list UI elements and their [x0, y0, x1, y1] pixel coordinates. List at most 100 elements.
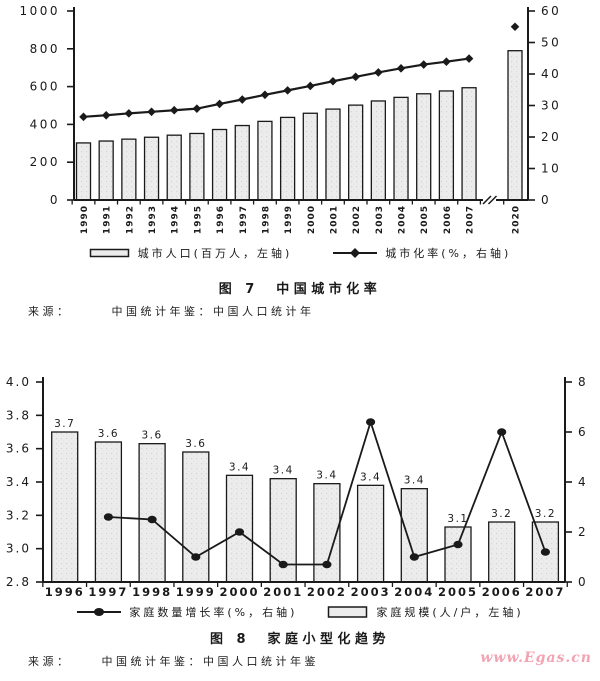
- source-label: 来源：: [28, 305, 72, 318]
- circle-marker: [366, 418, 376, 426]
- diamond-marker: [79, 112, 88, 122]
- x-axis-label: 2002: [307, 585, 347, 599]
- diamond-line-icon: [333, 248, 378, 258]
- right-axis-label: 10: [541, 162, 561, 176]
- x-axis-label: 1997: [88, 585, 128, 599]
- bar-value-label: 3.7: [54, 418, 75, 430]
- right-axis-label: 20: [541, 130, 561, 144]
- legend-item-household-growth-rate: 家庭数量增长率(%，右轴): [76, 604, 297, 620]
- diamond-marker: [306, 81, 315, 91]
- x-axis-label: 1996: [45, 585, 85, 599]
- bar-2004: [393, 96, 409, 201]
- diamond-marker: [442, 57, 451, 67]
- bar-value-label: 3.4: [404, 475, 425, 487]
- bar-2004: [400, 488, 428, 583]
- bar-1993: [143, 136, 160, 201]
- right-axis-label: 0: [541, 193, 551, 207]
- bar-1990: [75, 142, 92, 201]
- x-axis-label: 2007: [525, 585, 565, 599]
- bar-2006: [438, 90, 455, 201]
- bar-value-label: 3.6: [185, 438, 206, 450]
- legend-label: 城市人口(百万人，左轴): [137, 247, 293, 260]
- site-watermark: www.Egas.cn: [480, 650, 592, 666]
- diamond-marker: [215, 99, 224, 109]
- bar-1999: [279, 116, 296, 201]
- bar-swatch-icon: [89, 248, 129, 258]
- bar-2003: [356, 484, 385, 583]
- bar-value-label: 3.2: [491, 508, 512, 520]
- figure8-source: 来源： 中国统计年鉴：中国人口统计年鉴: [28, 653, 319, 669]
- right-axis-label: 8: [578, 375, 588, 389]
- legend-label: 家庭数量增长率(%，右轴): [129, 606, 298, 619]
- diamond-marker: [510, 22, 520, 32]
- bar-value-label: 3.4: [273, 465, 294, 477]
- x-axis-label: 1999: [176, 585, 216, 599]
- x-axis-label: 2001: [329, 205, 339, 234]
- left-axis-label: 200: [30, 155, 60, 169]
- bar-2002: [348, 104, 364, 201]
- diamond-marker: [328, 76, 338, 86]
- figure7-legend: 城市人口(百万人，左轴) 城市化率(%，右轴): [0, 245, 600, 261]
- bar-2006: [488, 521, 516, 583]
- circle-marker: [147, 515, 157, 524]
- bar-value-label: 3.4: [360, 471, 381, 483]
- bar-1991: [98, 140, 114, 201]
- diamond-marker: [237, 95, 247, 104]
- diamond-marker: [192, 104, 202, 113]
- figure8-legend: 家庭数量增长率(%，右轴) 家庭规模(人/户，左轴): [0, 604, 600, 620]
- figure8-family-size-chart: 3.7 3.6 3.6 3.6 3.4 3.4 3.4 3.4 3.4 3.1 3.2 3.2 2.8 3…: [6, 375, 588, 599]
- left-axis-label: 3.6: [6, 442, 31, 456]
- x-axis-label: 1996: [216, 205, 226, 234]
- x-axis-label: 2006: [482, 585, 522, 599]
- x-axis-label: 2006: [443, 205, 453, 234]
- figure7-caption: 图 7 中国城市化率: [218, 282, 382, 297]
- circle-marker: [278, 560, 288, 569]
- circle-marker: [453, 540, 463, 549]
- bar-value-label: 3.1: [447, 513, 468, 525]
- diamond-marker: [169, 105, 179, 115]
- x-axis-label: 2004: [398, 205, 408, 234]
- right-axis-label: 2: [578, 525, 588, 539]
- bar-2003: [370, 100, 386, 201]
- axis-break: [483, 195, 496, 205]
- circle-marker: [409, 553, 419, 561]
- bar-1997: [94, 441, 123, 583]
- right-axis-label: 30: [541, 99, 561, 113]
- x-axis-label: 1992: [125, 205, 135, 234]
- x-axis-label: 1999: [284, 205, 294, 234]
- left-axis-label: 1000: [19, 4, 60, 18]
- right-axis-label: 50: [541, 36, 561, 50]
- bar-1992: [121, 138, 137, 201]
- diamond-marker: [396, 64, 406, 73]
- bar-1997: [234, 124, 250, 201]
- figure8-caption: 图 8 家庭小型化趋势: [209, 632, 391, 647]
- diamond-marker: [260, 90, 270, 100]
- figure7-urbanization-chart: 0 200 400 600 800 1000 0 10 20 30 40 50 60 1990 1991 19…: [19, 4, 561, 234]
- left-axis-label: 4.0: [6, 375, 31, 389]
- circle-marker: [103, 513, 113, 521]
- bar-2007: [461, 87, 477, 201]
- circle-marker: [497, 428, 507, 436]
- urbanization-rate-line: [83, 57, 470, 118]
- legend-item-urban-population: 城市人口(百万人，左轴): [89, 245, 293, 261]
- bar-1999: [182, 451, 210, 583]
- x-axis-label: 2003: [351, 585, 391, 599]
- x-axis-label: 2007: [466, 205, 476, 234]
- dot-line-icon: [77, 608, 122, 616]
- figure7-source: 来源： 中国统计年鉴：中国人口统计年: [28, 303, 315, 319]
- legend-item-urbanization-rate: 城市化率(%，右轴): [332, 245, 511, 261]
- left-axis-label: 3.4: [6, 475, 31, 489]
- left-axis-label: 2.8: [6, 575, 31, 589]
- right-axis-label: 60: [541, 4, 561, 18]
- x-axis-label: 1997: [239, 205, 249, 234]
- right-axis-label: 40: [541, 67, 561, 81]
- left-axis-label: 3.0: [6, 542, 31, 556]
- x-axis-label: 2005: [420, 205, 430, 234]
- bar-1996: [51, 431, 79, 583]
- bar-1998: [138, 443, 166, 583]
- x-axis-label: 2001: [263, 585, 303, 599]
- x-axis-label: 1993: [148, 205, 158, 234]
- left-axis-label: 0: [50, 193, 60, 207]
- diamond-marker: [101, 110, 111, 120]
